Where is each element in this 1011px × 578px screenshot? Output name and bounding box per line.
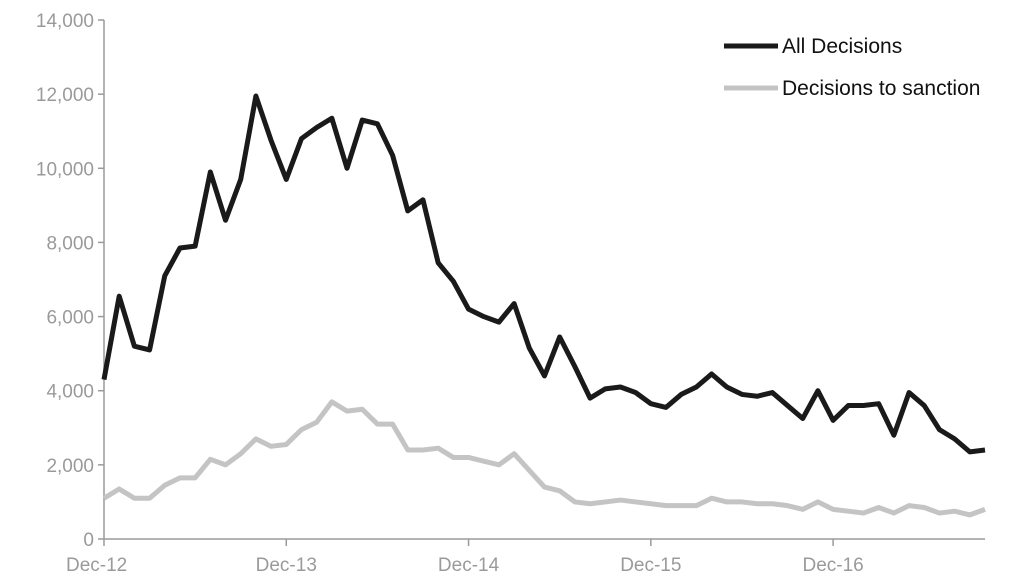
series-line-decisions-to-sanction bbox=[102, 399, 986, 518]
y-tick-label: 8,000 bbox=[46, 233, 94, 254]
y-tick-label: 10,000 bbox=[36, 159, 94, 180]
x-tick-label: Dec-13 bbox=[256, 555, 317, 576]
y-tick-label: 0 bbox=[83, 530, 94, 551]
x-axis: Dec-12 Dec-13 Dec-14 Dec-15 Dec-16 bbox=[66, 538, 985, 576]
y-tick-label: 6,000 bbox=[46, 308, 94, 329]
y-tick-label: 4,000 bbox=[46, 382, 94, 403]
y-axis: 0 2,000 4,000 6,000 8,000 10,000 12,000 14,000 bbox=[36, 11, 105, 551]
legend-label-all-decisions: All Decisions bbox=[782, 35, 902, 58]
series-line-all-decisions bbox=[101, 93, 986, 455]
x-tick-label: Dec-14 bbox=[438, 555, 500, 576]
series-layer bbox=[101, 93, 986, 518]
x-tick-label: Dec-15 bbox=[620, 555, 681, 576]
legend-label-decisions-to-sanction: Decisions to sanction bbox=[782, 77, 980, 100]
x-tick-label: Dec-16 bbox=[802, 555, 863, 576]
x-tick-label: Dec-12 bbox=[66, 555, 127, 576]
y-tick-label: 2,000 bbox=[46, 456, 94, 477]
y-tick-label: 12,000 bbox=[36, 85, 94, 106]
y-tick-label: 14,000 bbox=[36, 11, 94, 32]
legend: All Decisions Decisions to sanction bbox=[724, 35, 980, 100]
